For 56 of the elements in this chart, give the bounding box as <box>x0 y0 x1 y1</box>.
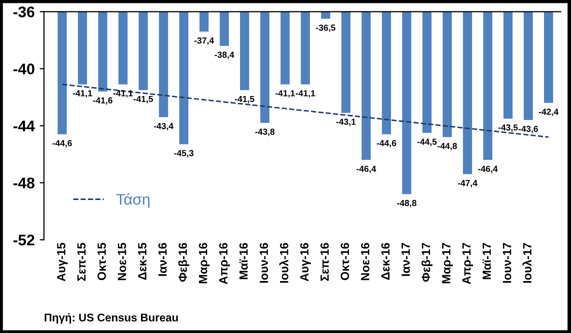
x-tick-label: Μαρ-17 <box>442 243 453 284</box>
x-tick-label: Νοε-16 <box>360 242 370 280</box>
x-tick-label: Οκτ-16 <box>340 242 350 280</box>
data-label: -46,4 <box>356 166 376 174</box>
data-label: -44,5 <box>417 138 437 146</box>
data-label: -38,4 <box>214 52 234 60</box>
data-label: -44,8 <box>438 142 457 150</box>
text: Πηγή: US Census Bureau <box>44 313 178 324</box>
data-label: -43,5 <box>498 124 518 132</box>
x-tick-label: Απρ-17 <box>462 243 474 284</box>
x-tick-label: Δεκ-16 <box>381 242 390 280</box>
data-label: -43,4 <box>154 122 174 130</box>
y-tick-label: -40 <box>13 64 34 74</box>
data-label: -44,6 <box>376 140 396 148</box>
data-label: -43,1 <box>336 118 356 126</box>
x-tick-label: Αυγ-16 <box>300 242 311 282</box>
x-tick-label: Φεβ-16 <box>178 242 190 282</box>
data-label: -41,5 <box>234 96 254 104</box>
data-label: -44,6 <box>52 140 72 148</box>
x-tick-label: Οκτ-15 <box>98 242 106 280</box>
x-tick-label: Σεπ-16 <box>320 242 329 281</box>
legend-label: Τάση <box>116 193 150 208</box>
x-tick-label: Μαϊ-17 <box>482 243 491 280</box>
data-label: -41,1 <box>113 90 133 98</box>
data-label: -37,4 <box>194 37 214 45</box>
x-tick-label: Ιαν-17 <box>402 243 410 276</box>
x-tick-label: Ιουν-17 <box>502 243 512 283</box>
data-label: -41,6 <box>93 97 112 105</box>
data-label: -41,1 <box>296 90 316 98</box>
data-label: -41,1 <box>275 90 295 98</box>
x-tick-label: Δεκ-15 <box>138 242 146 280</box>
x-tick-label: Ιουν-16 <box>260 242 268 283</box>
data-label: -36,5 <box>316 24 336 32</box>
x-tick-label: Ιουλ-17 <box>522 243 532 283</box>
y-tick-label: -36 <box>13 6 34 18</box>
y-tick-label: -44 <box>13 120 35 132</box>
x-tick-label: Νοε-15 <box>118 242 126 280</box>
data-label: -45,3 <box>174 150 194 158</box>
x-tick-label: Φεβ-17 <box>421 243 432 282</box>
data-label: -41,5 <box>134 96 153 104</box>
x-tick-label: Ιαν-16 <box>158 242 167 276</box>
x-tick-label: Ιουλ-16 <box>279 242 288 283</box>
x-tick-label: Αυγ-15 <box>57 242 68 282</box>
data-label: -46,4 <box>478 166 498 174</box>
data-label: -48,8 <box>397 200 416 208</box>
data-label: -43,6 <box>518 126 538 134</box>
y-tick-label: -48 <box>13 178 34 188</box>
data-label: -41,1 <box>72 90 92 98</box>
x-tick-label: Απρ-16 <box>219 242 230 284</box>
x-tick-label: Μαϊ-16 <box>239 242 248 280</box>
x-tick-label: Μαρ-16 <box>198 242 210 284</box>
x-tick-label: Σεπ-15 <box>77 242 86 281</box>
y-tick-label: -52 <box>13 234 34 246</box>
data-label: -47,4 <box>458 180 478 188</box>
data-label: -43,8 <box>255 128 275 136</box>
data-label: -42,4 <box>538 108 558 116</box>
